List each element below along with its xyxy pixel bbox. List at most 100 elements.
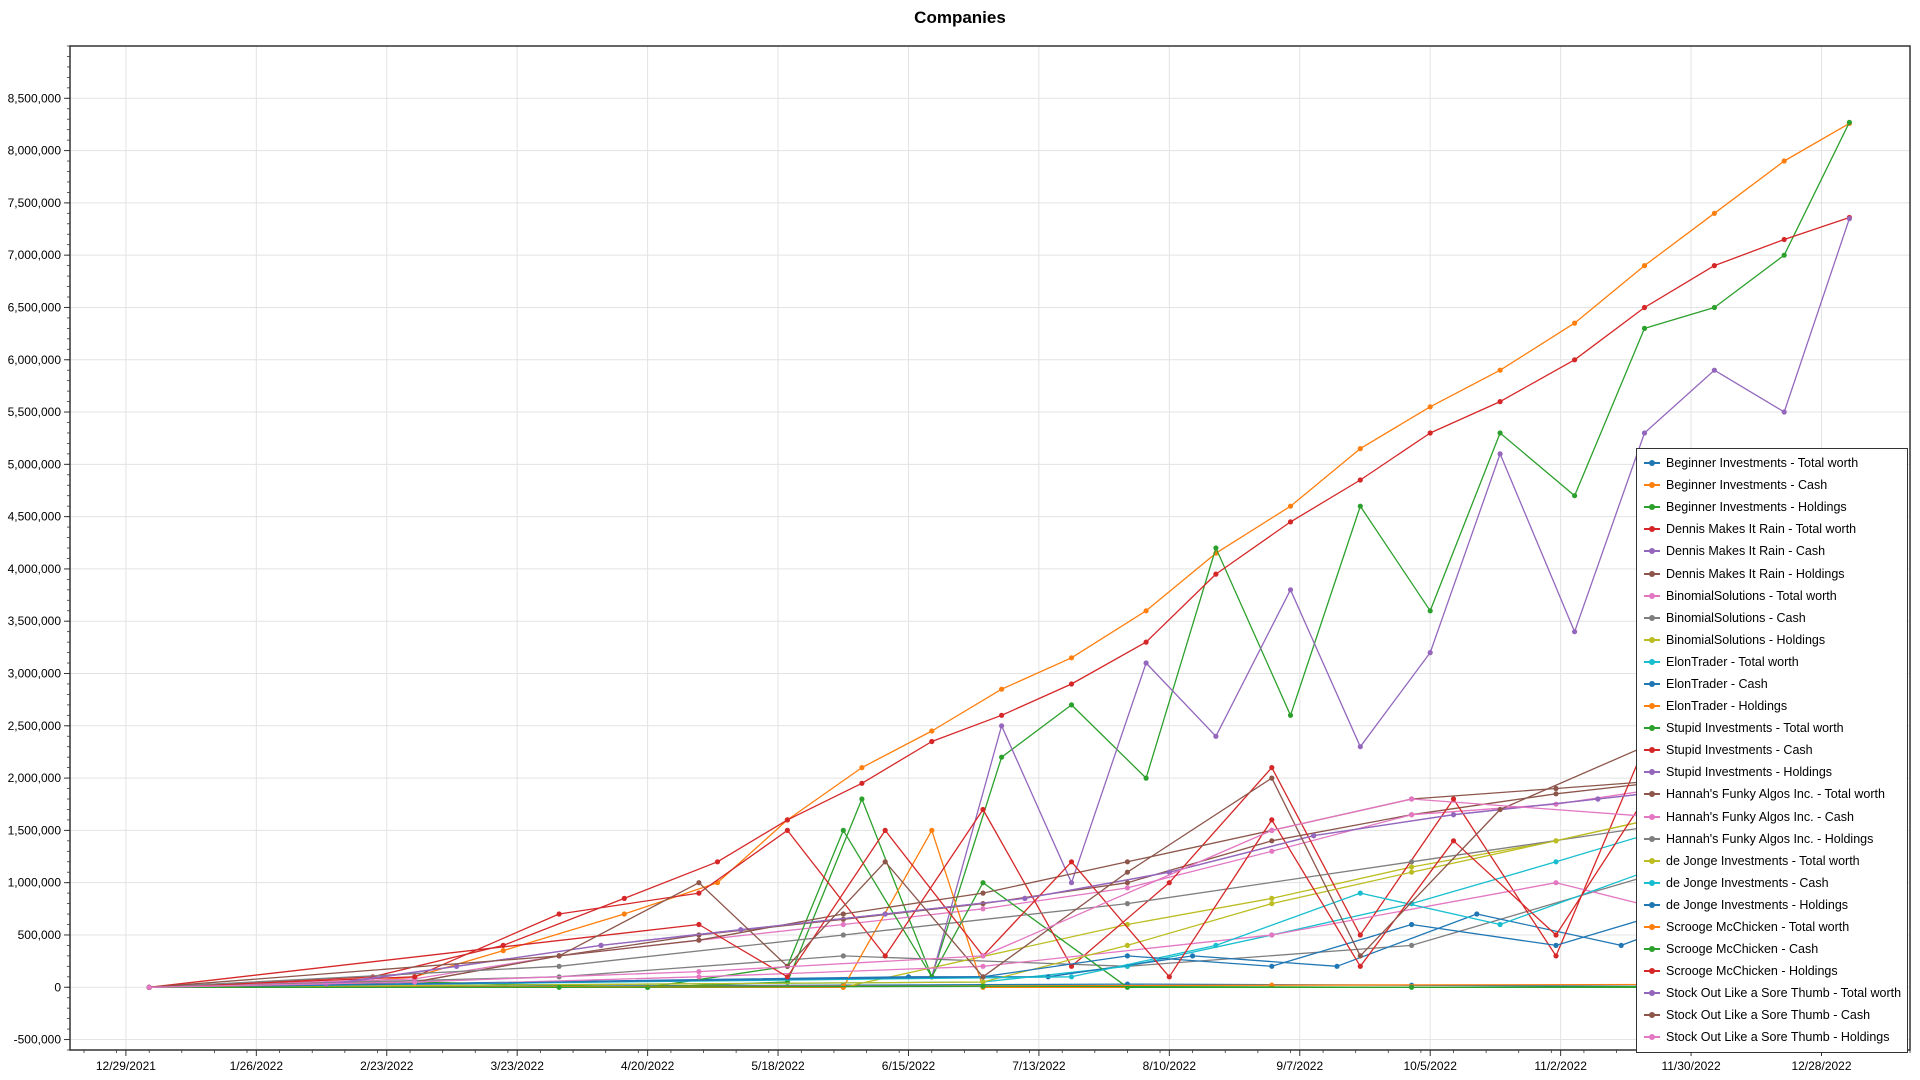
data-point <box>859 765 865 771</box>
series-line <box>149 829 1850 988</box>
legend-label: Dennis Makes It Rain - Cash <box>1666 544 1826 559</box>
series-line <box>149 122 1850 988</box>
data-point <box>1357 932 1363 938</box>
data-point <box>1553 785 1559 792</box>
legend-swatch <box>1644 789 1660 799</box>
legend-item: Stupid Investments - Holdings <box>1637 761 1907 783</box>
legend-swatch <box>1644 458 1660 468</box>
legend-swatch <box>1644 480 1660 490</box>
data-point <box>1497 399 1503 405</box>
data-point <box>1143 660 1149 666</box>
legend-item: Stupid Investments - Cash <box>1637 739 1907 761</box>
legend-swatch <box>1644 723 1660 733</box>
legend-item: Beginner Investments - Total worth <box>1637 452 1907 474</box>
data-point <box>1143 775 1149 781</box>
data-point <box>840 921 846 928</box>
data-point <box>1553 942 1559 949</box>
data-point <box>882 827 888 834</box>
legend-item: Beginner Investments - Holdings <box>1637 496 1907 518</box>
x-tick-label: 12/29/2021 <box>96 1059 156 1073</box>
series <box>146 869 1852 990</box>
data-point <box>1124 901 1130 907</box>
series-line <box>149 766 1850 988</box>
data-point <box>1450 796 1457 802</box>
data-point <box>1287 712 1294 718</box>
series-line <box>149 829 1850 988</box>
legend-item: Scrooge McChicken - Total worth <box>1637 916 1907 938</box>
legend-item: de Jonge Investments - Holdings <box>1637 894 1907 916</box>
data-point <box>146 984 152 990</box>
data-point <box>412 974 418 980</box>
series <box>146 770 1852 990</box>
series-line <box>149 766 1850 988</box>
legend-label: Beginner Investments - Cash <box>1666 478 1828 493</box>
y-tick-label: 8,500,000 <box>8 91 62 105</box>
legend-swatch <box>1644 679 1660 689</box>
data-point <box>1409 859 1415 865</box>
data-point <box>999 712 1005 718</box>
data-point <box>840 911 846 917</box>
series-line <box>149 772 1850 988</box>
legend-swatch <box>1644 745 1660 755</box>
x-tick-label: 6/15/2022 <box>882 1059 936 1073</box>
legend-label: ElonTrader - Holdings <box>1666 699 1788 714</box>
series-line <box>149 122 1850 988</box>
data-point <box>1143 608 1149 614</box>
data-point <box>999 686 1005 692</box>
y-tick-label: 7,000,000 <box>8 248 62 262</box>
data-point <box>1213 942 1219 949</box>
data-point <box>1269 901 1275 907</box>
series-line <box>149 218 1851 988</box>
data-point <box>1409 984 1415 990</box>
legend-label: Hannah's Funky Algos Inc. - Holdings <box>1666 831 1874 846</box>
legend-label: de Jonge Investments - Cash <box>1666 875 1829 890</box>
data-point <box>1068 880 1075 886</box>
legend-swatch <box>1644 1032 1660 1042</box>
legend-label: Stupid Investments - Holdings <box>1666 765 1833 780</box>
data-point <box>1711 263 1717 269</box>
data-point <box>1213 733 1219 739</box>
x-tick-label: 7/13/2022 <box>1012 1059 1066 1073</box>
legend-label: Stock Out Like a Sore Thumb - Total wort… <box>1666 986 1902 1001</box>
legend-item: ElonTrader - Total worth <box>1637 651 1907 673</box>
data-point <box>1427 430 1433 436</box>
data-point <box>784 817 791 823</box>
data-point <box>1595 796 1601 802</box>
y-tick-label: 3,000,000 <box>8 667 62 681</box>
data-point <box>1213 571 1219 577</box>
data-point <box>1068 963 1075 969</box>
x-tick-label: 12/28/2022 <box>1791 1059 1851 1073</box>
legend-swatch <box>1644 635 1660 645</box>
series-lines <box>146 119 1852 990</box>
legend-item: Stupid Investments - Total worth <box>1637 717 1907 739</box>
plot-frame <box>69 45 1911 1051</box>
series-line <box>149 798 1850 988</box>
data-point <box>454 963 460 969</box>
legend-swatch <box>1644 1010 1660 1020</box>
data-point <box>1409 921 1415 928</box>
legend-label: ElonTrader - Cash <box>1666 676 1768 691</box>
legend-swatch <box>1644 944 1660 954</box>
data-point <box>1269 765 1275 771</box>
data-point <box>1166 880 1172 886</box>
data-point <box>1068 655 1075 661</box>
data-point <box>696 880 702 886</box>
data-point <box>1068 702 1075 708</box>
legend-swatch <box>1644 966 1660 976</box>
legend-label: Stupid Investments - Cash <box>1666 743 1813 758</box>
data-point <box>1124 942 1130 949</box>
data-point <box>1641 430 1648 436</box>
data-point <box>1409 869 1415 875</box>
data-point <box>1553 791 1559 797</box>
legend-swatch <box>1644 569 1660 579</box>
legend-item: Beginner Investments - Cash <box>1637 474 1907 496</box>
data-point <box>980 890 986 896</box>
y-tick-label: -500,000 <box>14 1033 62 1047</box>
data-point <box>929 728 935 734</box>
data-point <box>1287 503 1294 509</box>
data-point <box>1711 367 1717 373</box>
data-point <box>696 921 702 928</box>
data-point <box>1781 409 1787 415</box>
legend-label: ElonTrader - Total worth <box>1666 654 1799 669</box>
data-point <box>1409 812 1415 818</box>
